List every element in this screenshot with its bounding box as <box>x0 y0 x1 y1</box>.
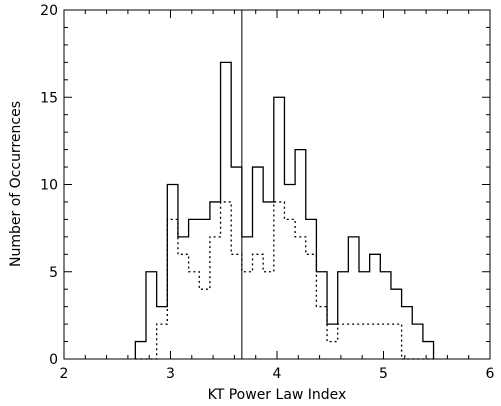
y-tick-label: 0 <box>49 352 58 368</box>
x-tick-label: 2 <box>60 366 69 382</box>
y-axis-label: Number of Occurrences <box>8 101 24 267</box>
histogram-series-dotted <box>135 201 434 360</box>
plot-frame <box>63 9 491 360</box>
x-tick-label: 6 <box>486 366 495 382</box>
x-tick-label: 5 <box>379 366 388 382</box>
y-tick-label: 10 <box>40 178 58 194</box>
x-axis-label: KT Power Law Index <box>208 387 347 403</box>
plot-area: 2 3 4 5 6 0 5 10 15 20 <box>40 3 494 382</box>
x-tick-label: 4 <box>273 366 282 382</box>
y-axis-ticks: 0 5 10 15 20 <box>40 3 490 368</box>
x-axis-ticks: 2 3 4 5 6 <box>60 10 495 382</box>
y-tick-label: 15 <box>40 90 58 106</box>
y-tick-label: 20 <box>40 3 58 19</box>
histogram-series-solid <box>134 61 435 359</box>
y-tick-label: 5 <box>49 265 58 281</box>
x-tick-label: 3 <box>166 366 175 382</box>
